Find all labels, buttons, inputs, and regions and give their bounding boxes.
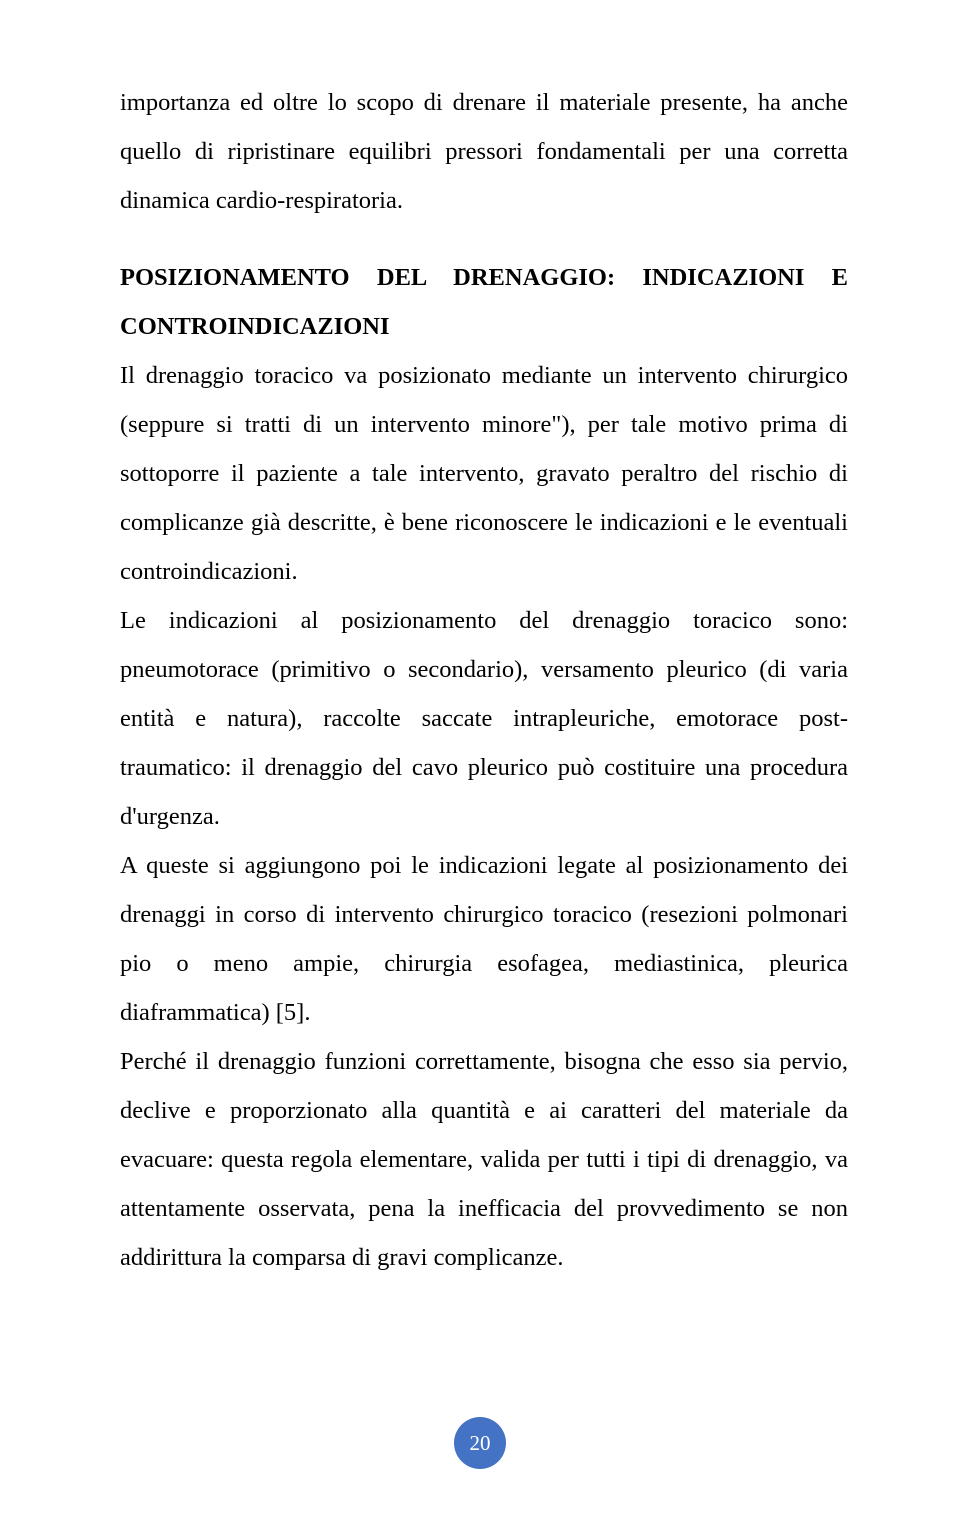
paragraph-intro: importanza ed oltre lo scopo di drenare … (120, 78, 848, 225)
page-number-badge: 20 (454, 1417, 506, 1469)
paragraph-2: Il drenaggio toracico va posizionato med… (120, 351, 848, 596)
paragraph-4: A queste si aggiungono poi le indicazion… (120, 841, 848, 1037)
paragraph-5: Perché il drenaggio funzioni correttamen… (120, 1037, 848, 1282)
section-heading: POSIZIONAMENTO DEL DRENAGGIO: INDICAZION… (120, 253, 848, 351)
document-page: importanza ed oltre lo scopo di drenare … (0, 0, 960, 1282)
paragraph-3: Le indicazioni al posizionamento del dre… (120, 596, 848, 841)
page-number: 20 (470, 1431, 491, 1456)
